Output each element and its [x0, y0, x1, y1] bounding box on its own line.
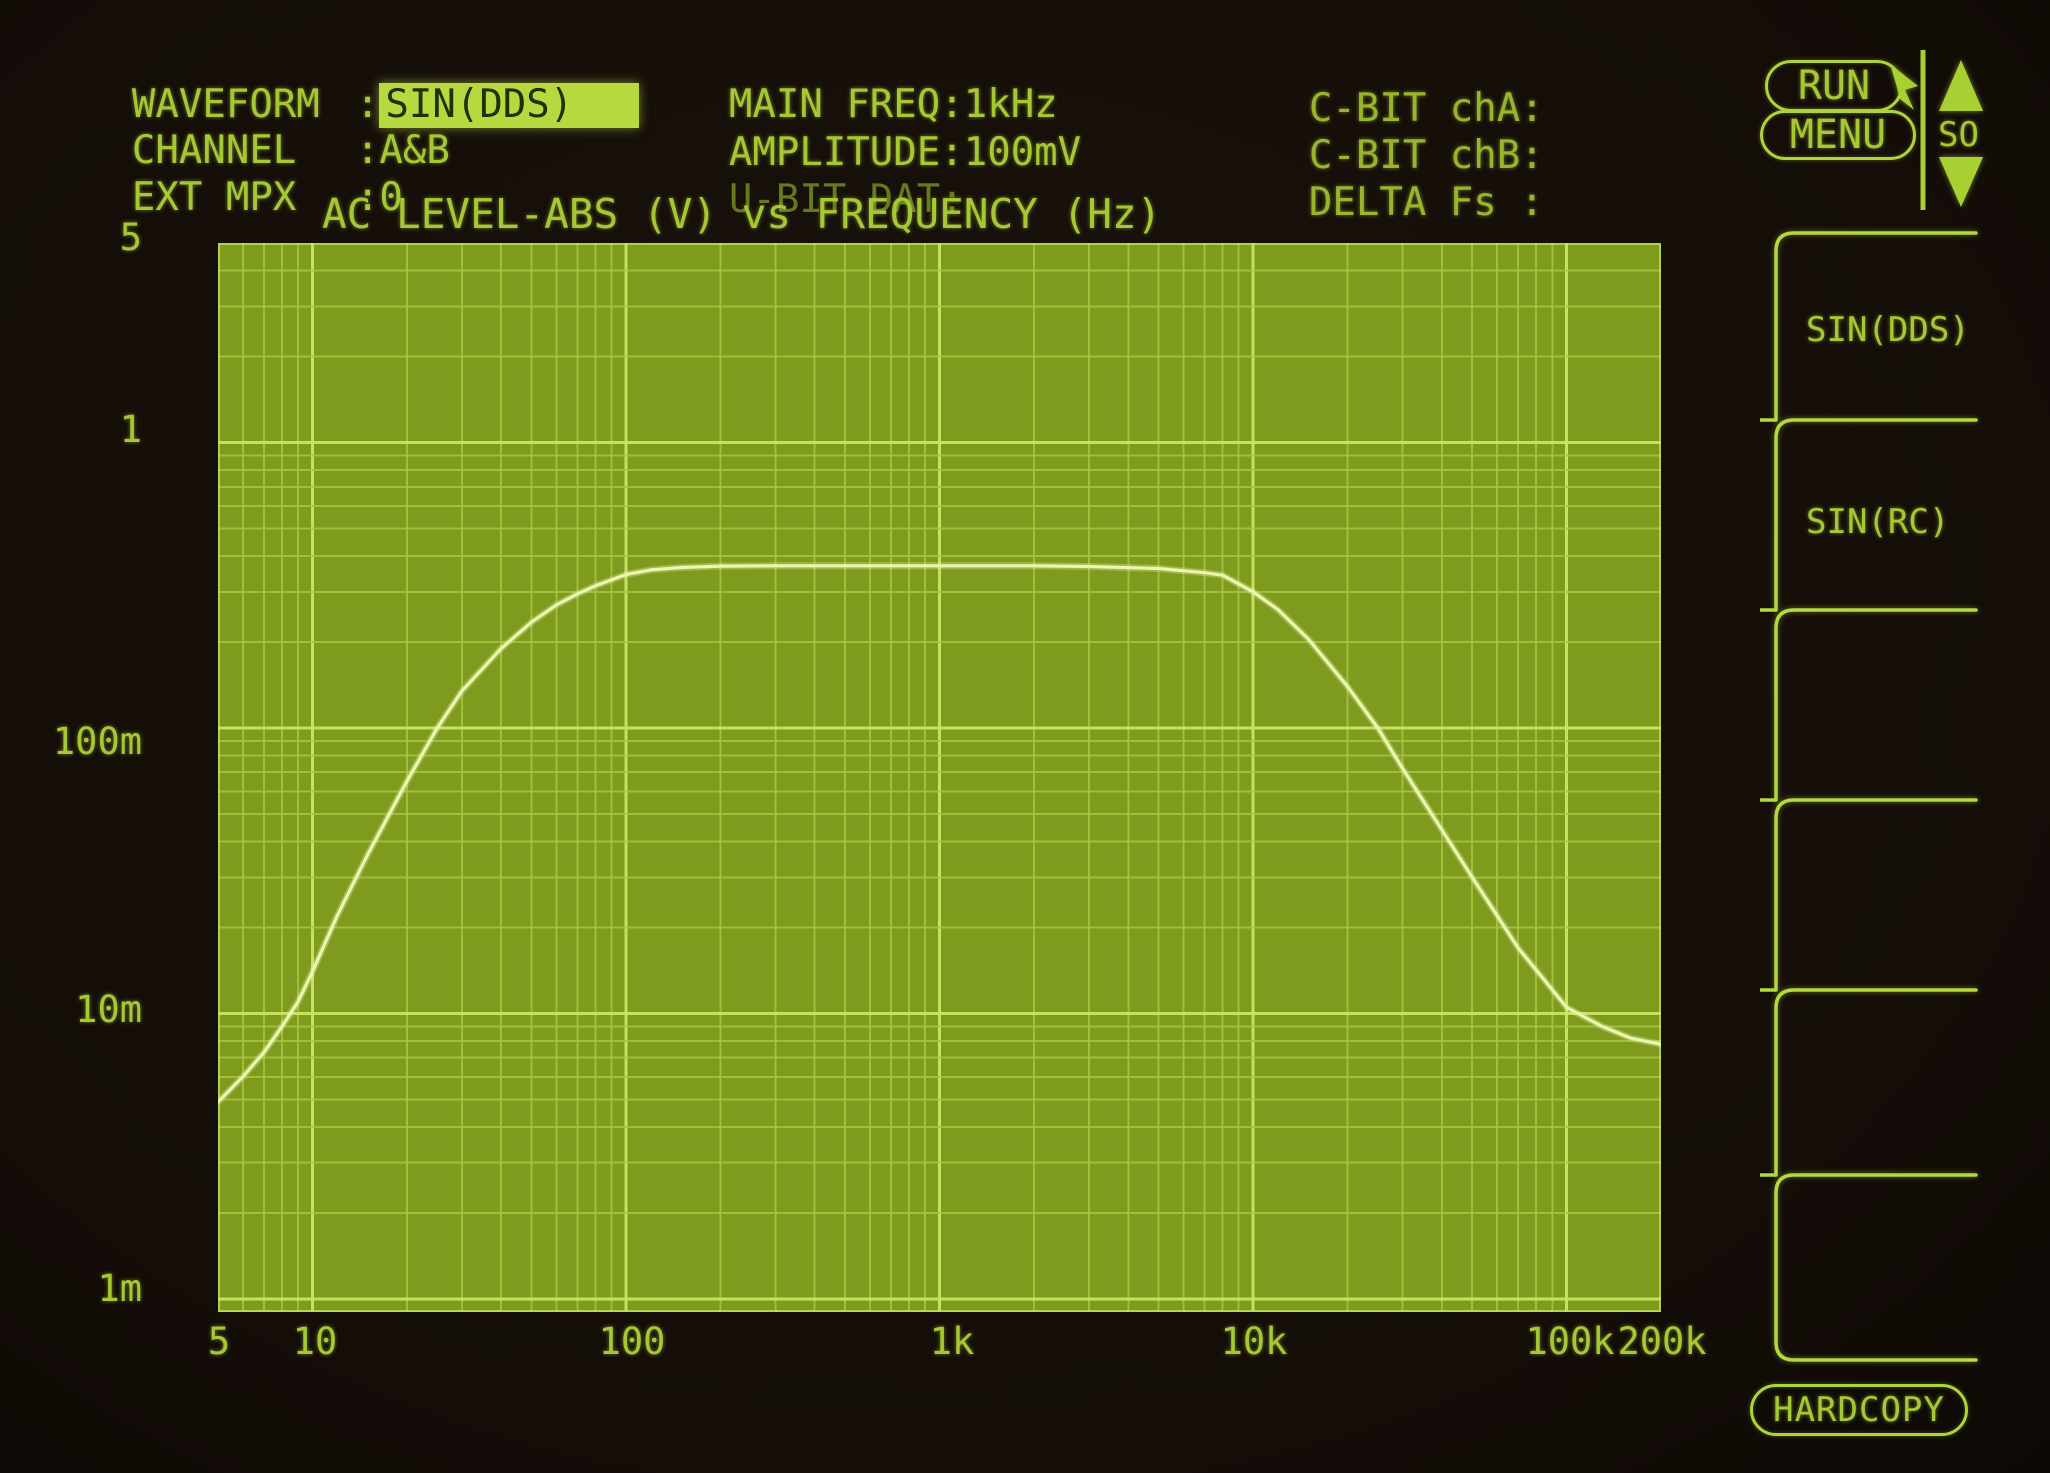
y-tick-100m: 100m	[52, 720, 142, 763]
y-tick-1m: 1m	[97, 1267, 142, 1310]
c-bit-cha-row: C-BIT chA:	[1215, 50, 1544, 167]
waveform-row: WAVEFORM: SIN(DDS)	[38, 44, 640, 167]
amplitude-row: AMPLITUDE:100mV	[635, 94, 1081, 211]
hardcopy-button[interactable]: HARDCOPY	[1750, 1384, 1968, 1436]
run-button-label: RUN	[1797, 63, 1871, 109]
channel-colon: :	[355, 128, 380, 173]
soft-key-3[interactable]	[1776, 610, 1976, 797]
page-scroll-indicator	[1920, 50, 1983, 210]
x-tick-100k: 100k	[1525, 1320, 1615, 1363]
run-button[interactable]: RUN	[1765, 60, 1903, 112]
x-tick-100: 100	[598, 1320, 666, 1363]
delta-fs-label: DELTA Fs :	[1308, 180, 1544, 225]
x-tick-5: 5	[207, 1320, 231, 1363]
c-bit-chb-row: C-BIT chB:	[1215, 97, 1544, 214]
u-bit-dat-row: U-BIT DAT:	[635, 141, 964, 258]
x-tick-1k: 1k	[929, 1320, 975, 1363]
ext-mpx-label: EXT MPX	[131, 175, 297, 220]
hardcopy-button-label: HARDCOPY	[1773, 1390, 1945, 1430]
soft-key-2-label: SIN(RC)	[1806, 502, 1950, 542]
c-bit-cha-label: C-BIT chA:	[1308, 86, 1544, 131]
main-freq-label: MAIN FREQ:	[728, 82, 964, 127]
page-indicator-label: SO	[1938, 115, 1979, 155]
u-bit-dat-label: U-BIT DAT:	[728, 177, 964, 222]
c-bit-chb-label: C-BIT chB:	[1308, 133, 1544, 178]
channel-value[interactable]: A&B	[379, 128, 450, 173]
ext-mpx-row: EXT MPX:0	[38, 139, 403, 256]
menu-button[interactable]: MENU	[1760, 110, 1916, 160]
main-freq-value[interactable]: 1kHz	[963, 82, 1058, 127]
soft-key-menu-frame	[1760, 231, 1978, 1362]
frequency-response-plot	[218, 243, 1661, 1312]
delta-fs-row: DELTA Fs :	[1215, 144, 1544, 261]
ext-mpx-colon: :	[355, 175, 380, 220]
cursor-icon	[1890, 64, 1918, 110]
y-tick-10m: 10m	[75, 988, 142, 1031]
amplitude-value[interactable]: 100mV	[963, 130, 1082, 175]
chart-title: AC LEVEL-ABS (V) vs FREQUENCY (Hz)	[322, 190, 1162, 238]
amplitude-label: AMPLITUDE:	[728, 130, 964, 175]
ext-mpx-value[interactable]: 0	[379, 175, 403, 220]
menu-button-label: MENU	[1789, 112, 1887, 158]
soft-key-4[interactable]	[1776, 800, 1976, 987]
channel-row: CHANNEL:A&B	[38, 92, 450, 209]
soft-key-6[interactable]	[1776, 1175, 1976, 1362]
soft-key-5[interactable]	[1776, 990, 1976, 1177]
waveform-colon: :	[355, 82, 380, 127]
scroll-up-icon	[1939, 60, 1983, 111]
waveform-label: WAVEFORM	[131, 82, 320, 127]
channel-label: CHANNEL	[131, 128, 297, 173]
soft-key-1-label: SIN(DDS)	[1806, 310, 1970, 350]
y-tick-5: 5	[119, 216, 142, 259]
x-tick-200k: 200k	[1617, 1320, 1707, 1363]
x-tick-10: 10	[292, 1320, 338, 1363]
x-tick-10k: 10k	[1220, 1320, 1288, 1363]
scroll-down-icon	[1939, 157, 1983, 207]
y-tick-1: 1	[119, 408, 142, 451]
main-freq-row: MAIN FREQ:1kHz	[635, 46, 1058, 163]
waveform-value[interactable]: SIN(DDS)	[379, 83, 640, 128]
